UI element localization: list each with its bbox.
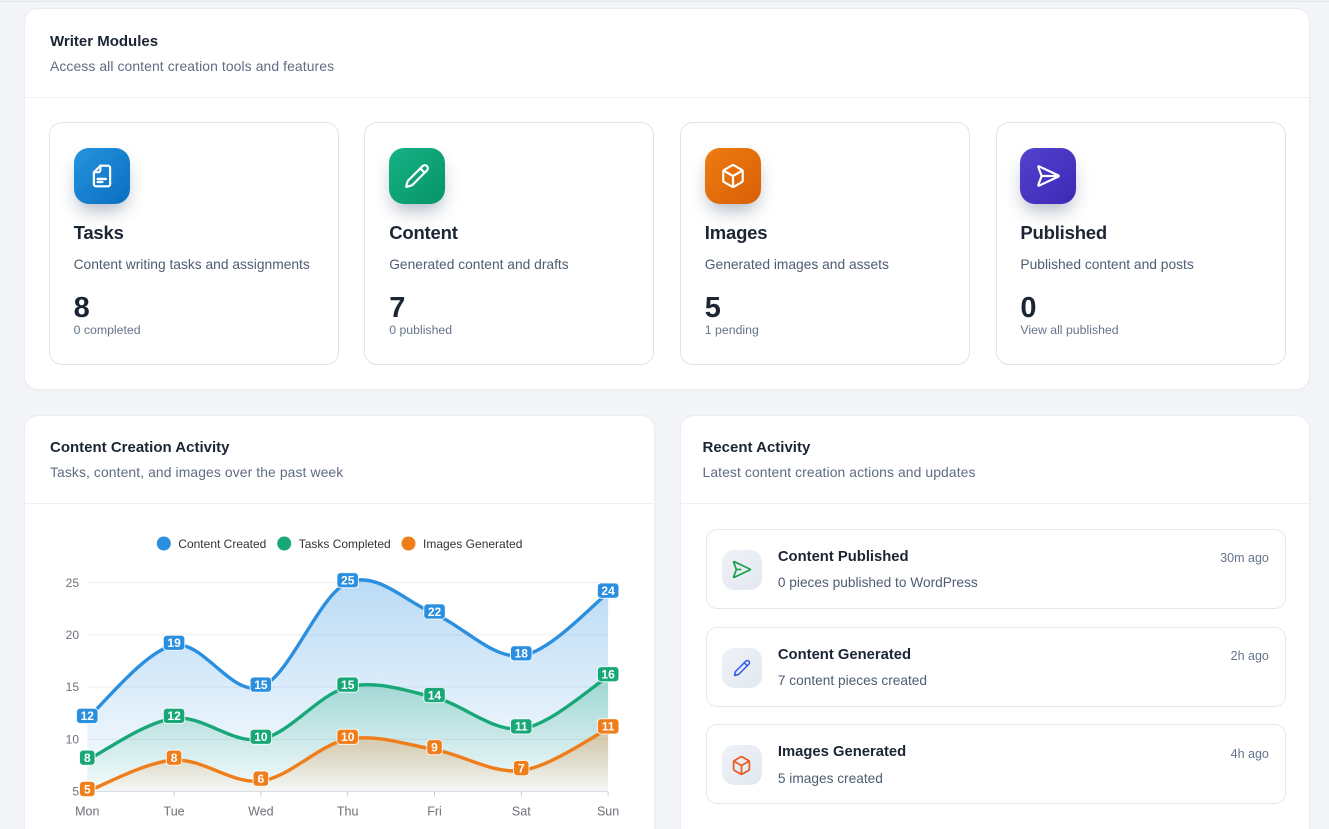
svg-text:7: 7 [518,761,525,775]
svg-text:Mon: Mon [75,804,99,818]
svg-text:5: 5 [84,782,91,796]
svg-text:25: 25 [66,576,80,590]
svg-text:Tue: Tue [164,804,185,818]
svg-text:20: 20 [66,628,80,642]
svg-text:14: 14 [428,688,442,702]
svg-text:Thu: Thu [337,804,359,818]
svg-text:Images Generated: Images Generated [423,537,522,551]
svg-text:10: 10 [66,732,80,746]
svg-text:Sun: Sun [597,804,619,818]
svg-text:22: 22 [428,605,442,619]
svg-text:15: 15 [341,678,355,692]
svg-text:9: 9 [431,740,438,754]
svg-text:24: 24 [601,584,615,598]
svg-text:5: 5 [72,785,79,799]
svg-text:Fri: Fri [427,804,442,818]
svg-text:15: 15 [66,680,80,694]
svg-text:16: 16 [601,667,615,681]
svg-text:Tasks Completed: Tasks Completed [299,537,391,551]
svg-text:Sat: Sat [512,804,531,818]
svg-text:12: 12 [167,709,181,723]
svg-text:6: 6 [258,772,265,786]
svg-text:19: 19 [167,636,181,650]
svg-text:18: 18 [515,647,529,661]
svg-text:11: 11 [602,720,615,734]
svg-text:Content Created: Content Created [178,537,266,551]
svg-text:12: 12 [81,709,95,723]
svg-text:8: 8 [84,751,91,765]
svg-text:15: 15 [254,678,268,692]
svg-text:8: 8 [171,751,178,765]
svg-text:Wed: Wed [248,804,274,818]
svg-text:25: 25 [341,573,355,587]
svg-text:10: 10 [254,730,268,744]
svg-text:10: 10 [341,730,355,744]
svg-text:11: 11 [515,720,528,734]
